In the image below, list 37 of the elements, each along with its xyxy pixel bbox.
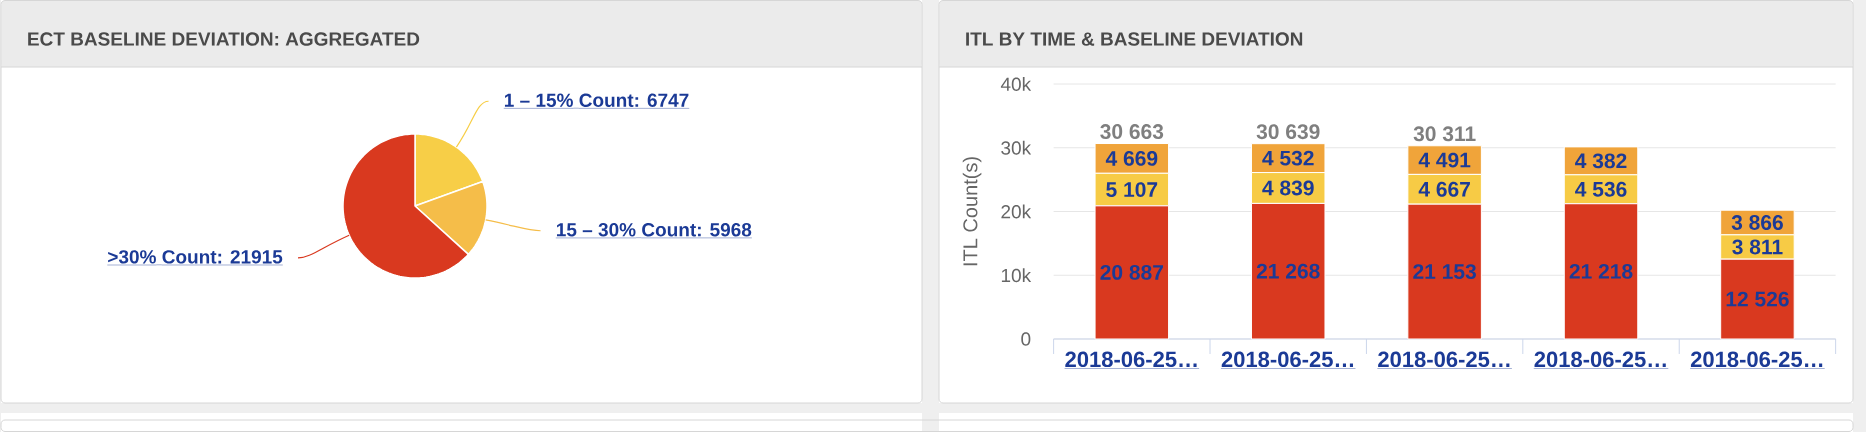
x-tick-label: 2018-06-25… bbox=[1534, 351, 1666, 368]
data-label: 5 107 bbox=[1106, 182, 1158, 197]
x-tick-label: 2018-06-25… bbox=[1065, 351, 1197, 368]
data-label: 4 667 bbox=[1418, 181, 1470, 197]
x-tick-label: 2018-06-25… bbox=[1378, 351, 1510, 368]
y-tick-label: 0 bbox=[1021, 332, 1031, 346]
y-tick-label: 30k bbox=[1001, 140, 1032, 155]
data-label: 20 887 bbox=[1100, 264, 1163, 280]
data-label: 4 669 bbox=[1105, 150, 1158, 166]
total-label: 30 639 bbox=[1256, 124, 1320, 140]
data-label: Count: 21915 bbox=[162, 250, 283, 264]
data-label: 4 491 bbox=[1418, 152, 1471, 168]
data-label: 3 866 bbox=[1731, 215, 1783, 230]
y-axis-title: ITL Count(s) bbox=[962, 157, 982, 266]
slice-label: >30% bbox=[108, 250, 156, 264]
data-label: 4 536 bbox=[1575, 181, 1627, 197]
x-tick-label: 2018-06-25… bbox=[1221, 351, 1353, 368]
data-label: 4 839 bbox=[1262, 180, 1314, 196]
data-label: 4 532 bbox=[1262, 150, 1314, 166]
total-label: 30 311 bbox=[1413, 126, 1476, 142]
data-label: 3 811 bbox=[1732, 239, 1783, 255]
y-tick-label: 10k bbox=[1001, 268, 1032, 283]
data-label: 21 153 bbox=[1413, 264, 1476, 280]
data-label: 4 382 bbox=[1575, 153, 1627, 169]
data-label: Count: 5968 bbox=[642, 223, 752, 237]
chart-title: ECT BASELINE DEVIATION: AGGREGATED bbox=[28, 32, 420, 46]
slice-label: 1 – 15% bbox=[504, 93, 573, 107]
data-label: 12 526 bbox=[1726, 291, 1789, 307]
chart-title: ITL BY TIME & BASELINE DEVIATION bbox=[966, 32, 1303, 46]
data-label: 21 218 bbox=[1569, 263, 1633, 279]
slice-label: 15 – 30% bbox=[556, 223, 636, 237]
x-tick-label: 2018-06-25… bbox=[1690, 351, 1823, 368]
data-label: Count: 6747 bbox=[579, 93, 689, 107]
y-tick-label: 40k bbox=[1000, 77, 1032, 91]
total-label: 30 663 bbox=[1100, 124, 1164, 139]
data-label: 21 268 bbox=[1256, 263, 1320, 279]
y-tick-label: 20k bbox=[1001, 204, 1032, 219]
